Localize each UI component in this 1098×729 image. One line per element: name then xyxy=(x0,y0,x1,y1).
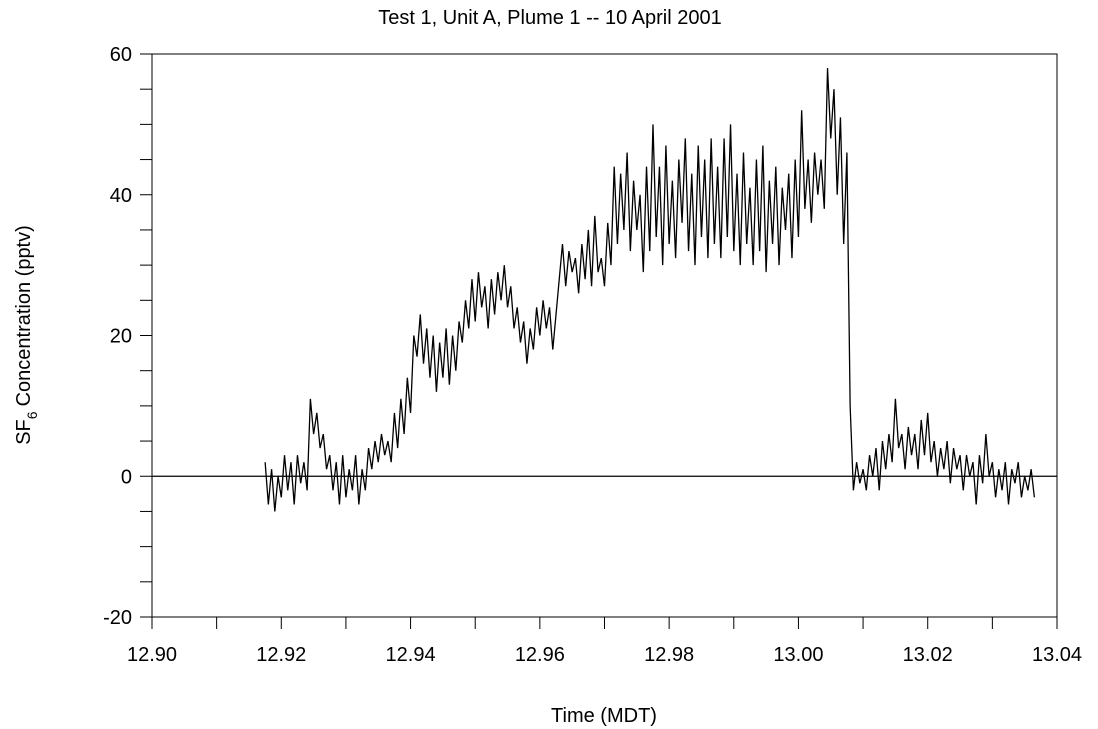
x-tick-label: 13.00 xyxy=(773,644,823,666)
x-tick-label: 12.92 xyxy=(256,644,306,666)
data-line xyxy=(264,68,1036,512)
x-tick-label: 12.98 xyxy=(644,644,694,666)
y-tick-label: -20 xyxy=(103,607,132,629)
x-tick-label: 12.90 xyxy=(127,644,177,666)
x-tick-label: 12.94 xyxy=(386,644,436,666)
x-tick-label: 13.04 xyxy=(1032,644,1082,666)
y-axis-label-rest: Concentration (pptv) xyxy=(13,225,35,406)
x-tick-label: 13.02 xyxy=(903,644,953,666)
y-axis-label-main: SF xyxy=(13,419,35,445)
y-tick-label: 40 xyxy=(110,185,132,207)
y-axis-label: SF6 Concentration (pptv) xyxy=(13,225,40,445)
y-tick-label: 0 xyxy=(121,466,132,488)
y-tick-label: 20 xyxy=(110,326,132,348)
plot-frame xyxy=(151,53,1058,618)
y-axis-label-sub: 6 xyxy=(24,411,40,419)
y-tick-label: 60 xyxy=(110,44,132,66)
x-axis-label: Time (MDT) xyxy=(551,705,657,727)
x-tick-label: 12.96 xyxy=(515,644,565,666)
chart-title: Test 1, Unit A, Plume 1 -- 10 April 2001 xyxy=(378,7,722,29)
